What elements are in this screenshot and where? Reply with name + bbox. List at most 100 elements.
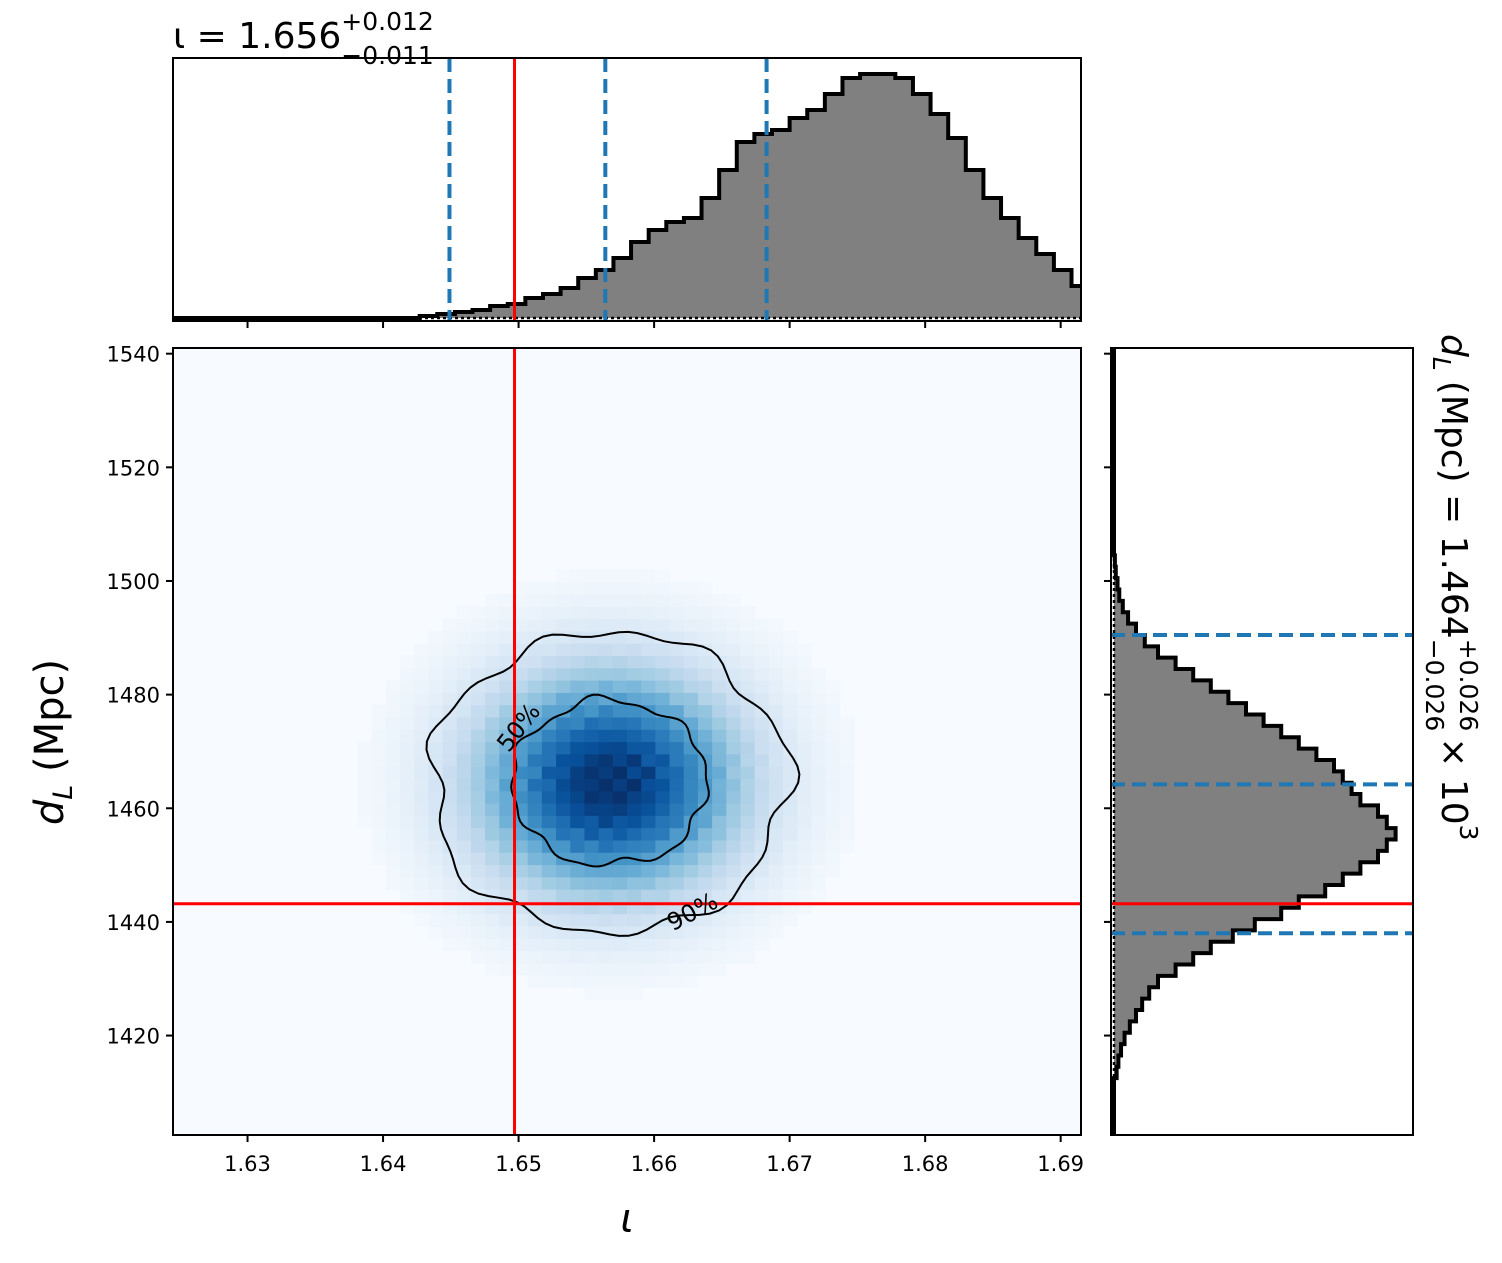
density-cell (584, 962, 600, 976)
density-cell (712, 680, 727, 693)
density-cell (612, 839, 628, 853)
density-cell (584, 618, 600, 632)
density-cell (556, 962, 571, 976)
density-cell (627, 729, 642, 743)
density-cell (527, 692, 543, 706)
density-cell (470, 630, 486, 644)
density-cell (541, 593, 557, 607)
density-cell (556, 802, 571, 816)
density-cell (641, 938, 656, 952)
density-cell (485, 790, 500, 804)
density-cell (414, 741, 429, 755)
density-cell (499, 852, 515, 866)
dl-title-sub: −0.026 (1420, 639, 1449, 732)
density-cell (456, 729, 472, 743)
density-cell (470, 925, 486, 939)
density-cell (726, 643, 742, 657)
density-cell (683, 827, 699, 841)
density-cell (754, 630, 770, 644)
density-cell (627, 962, 642, 976)
density-cell (627, 692, 642, 706)
density-cell (385, 778, 401, 792)
density-cell (768, 704, 784, 718)
density-cell (584, 913, 600, 927)
density-cell (400, 753, 415, 767)
density-cell (627, 938, 642, 952)
iota-title-sup: +0.012 (341, 7, 434, 36)
density-cell (726, 692, 742, 706)
density-cell (754, 741, 770, 755)
density-cell (754, 790, 770, 804)
density-cell (414, 716, 429, 730)
density-cell (740, 827, 756, 841)
density-cell (683, 766, 699, 779)
density-cell (740, 729, 756, 743)
density-cell (655, 938, 671, 952)
density-cell (527, 630, 543, 644)
density-cell (754, 766, 770, 779)
density-cell (754, 716, 770, 730)
density-cell (712, 827, 727, 841)
density-cell (627, 569, 642, 583)
density-cell (655, 692, 671, 706)
density-cell (768, 630, 784, 644)
density-cell (768, 889, 784, 902)
density-cell (783, 753, 798, 767)
density-cell (371, 704, 387, 718)
density-cell (584, 667, 600, 681)
density-cell (811, 889, 827, 902)
density-cell (357, 790, 373, 804)
density-cell (470, 950, 486, 964)
density-cell (726, 925, 742, 939)
density-cell (612, 778, 628, 792)
density-cell (797, 766, 813, 779)
density-cell (683, 938, 699, 952)
density-cell (612, 593, 628, 607)
density-cell (371, 778, 387, 792)
density-cell (442, 913, 458, 927)
density-cell (683, 839, 699, 853)
density-cell (414, 729, 429, 743)
density-cell (499, 630, 515, 644)
y-tick-label-6: 1540 (107, 343, 160, 367)
density-cell (740, 618, 756, 632)
density-cell (456, 778, 472, 792)
density-cell (556, 692, 571, 706)
density-cell (570, 778, 586, 792)
density-cell (627, 593, 642, 607)
density-cell (470, 766, 486, 779)
density-cell (740, 913, 756, 927)
density-cell (584, 876, 600, 890)
density-cell (612, 680, 628, 693)
density-cell (783, 692, 798, 706)
density-cell (754, 827, 770, 841)
density-cell (442, 655, 458, 669)
density-cell (669, 950, 685, 964)
density-cell (556, 766, 571, 779)
density-cell (400, 864, 415, 878)
density-cell (641, 569, 656, 583)
density-cell (811, 667, 827, 681)
density-cell (697, 815, 713, 829)
density-cell (470, 716, 486, 730)
density-cell (612, 704, 628, 718)
density-cell (627, 618, 642, 632)
density-cell (683, 667, 699, 681)
density-cell (768, 667, 784, 681)
density-cell (697, 667, 713, 681)
joint-density-heatmap (357, 569, 855, 1001)
density-cell (485, 950, 500, 964)
density-cell (825, 704, 841, 718)
density-cell (669, 938, 685, 952)
density-cell (740, 839, 756, 853)
density-cell (641, 643, 656, 657)
density-cell (726, 753, 742, 767)
density-cell (556, 753, 571, 767)
density-cell (400, 839, 415, 853)
density-cell (669, 766, 685, 779)
density-cell (584, 593, 600, 607)
density-cell (612, 581, 628, 595)
density-cell (712, 815, 727, 829)
density-cell (513, 716, 529, 730)
density-cell (641, 864, 656, 878)
